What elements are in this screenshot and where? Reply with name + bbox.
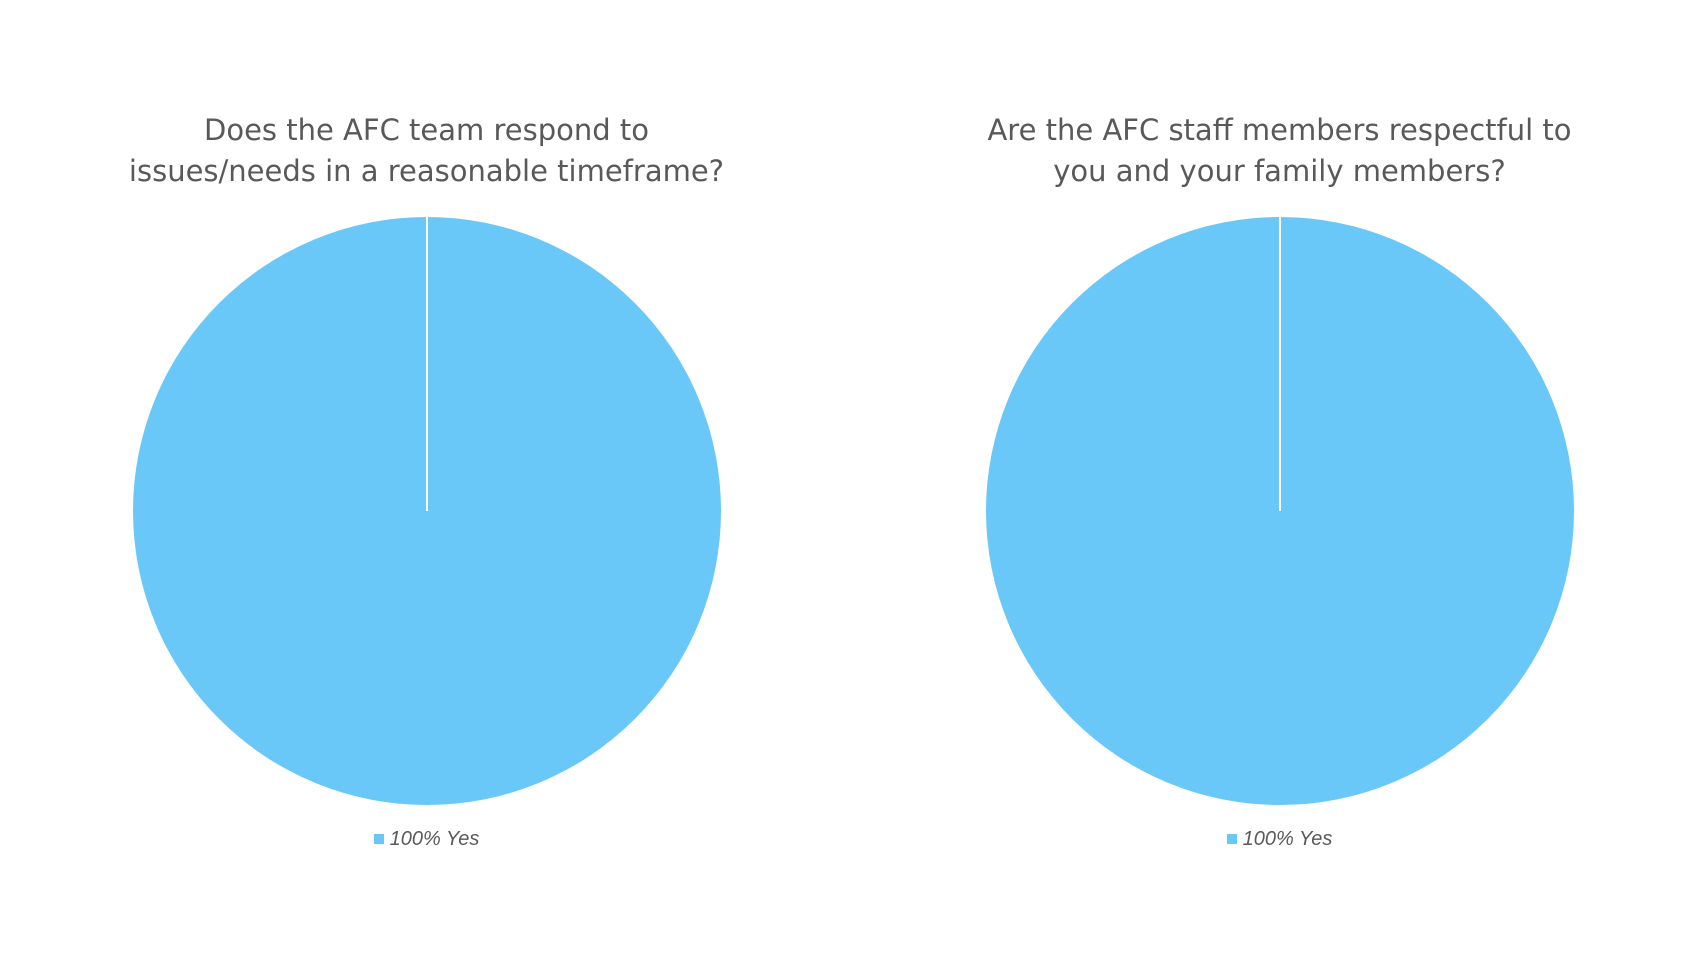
- legend-swatch: [1226, 834, 1237, 844]
- chart-title: Are the AFC staff members respectful to …: [853, 110, 1706, 192]
- chart-panel-respectful-staff: Are the AFC staff members respectful to …: [853, 0, 1706, 958]
- chart-title-line: Are the AFC staff members respectful to: [987, 113, 1572, 147]
- pie-chart: [133, 217, 721, 805]
- chart-title-line: Does the AFC team respond to: [204, 113, 649, 147]
- pie-chart: [986, 217, 1574, 805]
- chart-title: Does the AFC team respond to issues/need…: [0, 110, 853, 192]
- legend-swatch: [373, 834, 384, 844]
- legend-label: 100% Yes: [389, 828, 480, 850]
- chart-panel-response-time: Does the AFC team respond to issues/need…: [0, 110, 853, 851]
- chart-legend: 100% Yes: [0, 828, 853, 851]
- chart-title-line: you and your family members?: [1053, 154, 1506, 188]
- chart-legend: 100% Yes: [853, 828, 1706, 851]
- chart-title-line: issues/needs in a reasonable timeframe?: [128, 154, 725, 188]
- legend-label: 100% Yes: [1242, 828, 1333, 850]
